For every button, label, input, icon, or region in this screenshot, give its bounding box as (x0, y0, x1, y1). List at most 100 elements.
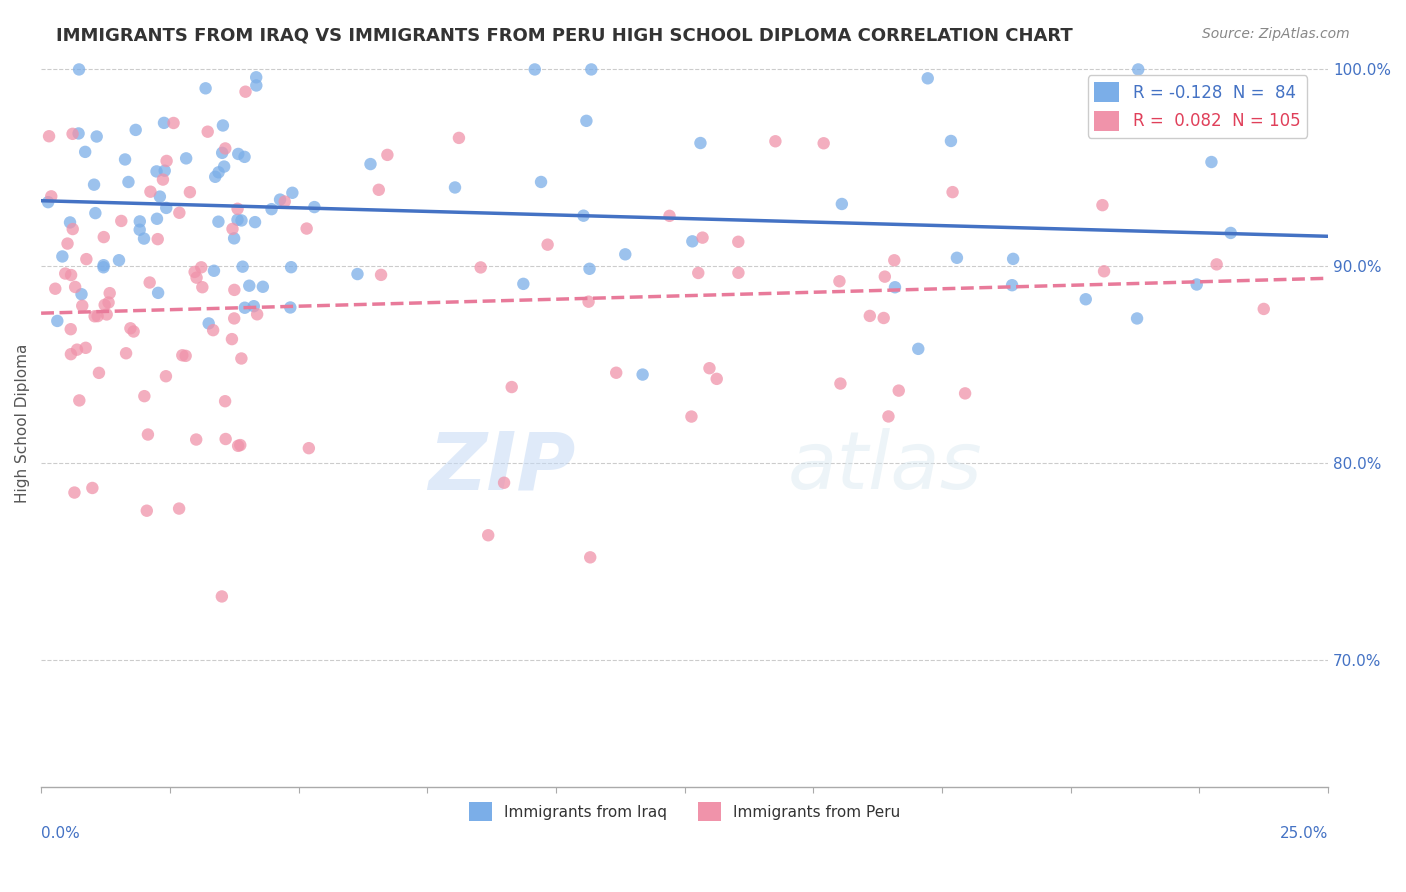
Point (447, 131, 470, 145)
Point (883, 253, 905, 268)
Point (235, 85, 257, 99)
Point (87, 366, 110, 380)
Point (191, 280, 214, 294)
Point (377, 148, 399, 162)
Point (231, 213, 253, 227)
Point (727, 235, 749, 249)
Point (699, 361, 721, 376)
Point (44, 282, 66, 296)
Point (82, 481, 104, 495)
Point (155, 369, 177, 384)
Point (59, 347, 82, 361)
Point (1185, 277, 1208, 292)
Point (96, 308, 118, 322)
Point (605, 366, 627, 380)
Point (179, 185, 201, 199)
Text: 25.0%: 25.0% (1279, 826, 1329, 841)
Legend: Immigrants from Iraq, Immigrants from Peru: Immigrants from Iraq, Immigrants from Pe… (463, 797, 907, 827)
Point (67, 393, 90, 408)
Point (117, 175, 139, 189)
Point (128, 223, 150, 237)
Point (75, 341, 97, 355)
Point (108, 253, 131, 268)
Point (370, 268, 392, 282)
Point (346, 267, 368, 281)
Point (197, 317, 219, 331)
Point (946, 251, 969, 265)
Point (1091, 198, 1114, 212)
Point (186, 433, 208, 447)
Point (246, 307, 269, 321)
Point (136, 427, 159, 442)
Point (146, 232, 169, 246)
Text: 0.0%: 0.0% (41, 826, 80, 841)
Point (233, 301, 256, 315)
Point (93, 258, 115, 272)
Point (727, 266, 749, 280)
Point (614, 247, 637, 261)
Point (146, 285, 169, 300)
Point (207, 215, 229, 229)
Point (578, 261, 600, 276)
Point (212, 160, 235, 174)
Point (1205, 257, 1227, 271)
Point (226, 439, 249, 453)
Point (1219, 226, 1241, 240)
Point (167, 501, 190, 516)
Point (190, 260, 212, 275)
Point (204, 169, 226, 184)
Point (70, 287, 93, 301)
Point (56, 236, 79, 251)
Point (367, 183, 389, 197)
Point (135, 504, 157, 518)
Point (86, 309, 108, 323)
Point (202, 323, 225, 337)
Point (226, 202, 249, 216)
Point (202, 264, 225, 278)
Point (114, 153, 136, 167)
Point (153, 163, 176, 178)
Point (211, 590, 233, 604)
Point (212, 119, 235, 133)
Point (631, 368, 654, 382)
Point (63, 485, 86, 500)
Point (1201, 155, 1223, 169)
Point (884, 280, 907, 294)
Point (110, 214, 132, 228)
Point (1074, 292, 1097, 306)
Point (873, 269, 896, 284)
Point (831, 197, 853, 211)
Point (115, 346, 138, 360)
Point (658, 209, 681, 223)
Text: ZIP: ZIP (427, 428, 575, 506)
Point (575, 113, 598, 128)
Point (226, 212, 249, 227)
Point (304, 200, 326, 214)
Point (211, 145, 233, 160)
Point (67, 127, 90, 141)
Point (174, 349, 197, 363)
Point (269, 193, 291, 207)
Point (581, 62, 603, 77)
Point (763, 134, 786, 148)
Point (72, 299, 94, 313)
Point (174, 152, 197, 166)
Point (169, 206, 191, 220)
Point (59, 215, 82, 229)
Point (38, 129, 60, 144)
Point (83, 310, 105, 324)
Point (278, 301, 301, 315)
Point (536, 237, 558, 252)
Point (1002, 252, 1025, 266)
Point (149, 189, 172, 203)
Point (183, 265, 205, 279)
Point (139, 185, 162, 199)
Point (873, 310, 896, 325)
Point (186, 270, 208, 285)
Point (298, 441, 321, 455)
Point (245, 70, 267, 85)
Point (97, 295, 120, 310)
Point (470, 260, 492, 275)
Point (226, 147, 249, 161)
Point (692, 230, 714, 244)
